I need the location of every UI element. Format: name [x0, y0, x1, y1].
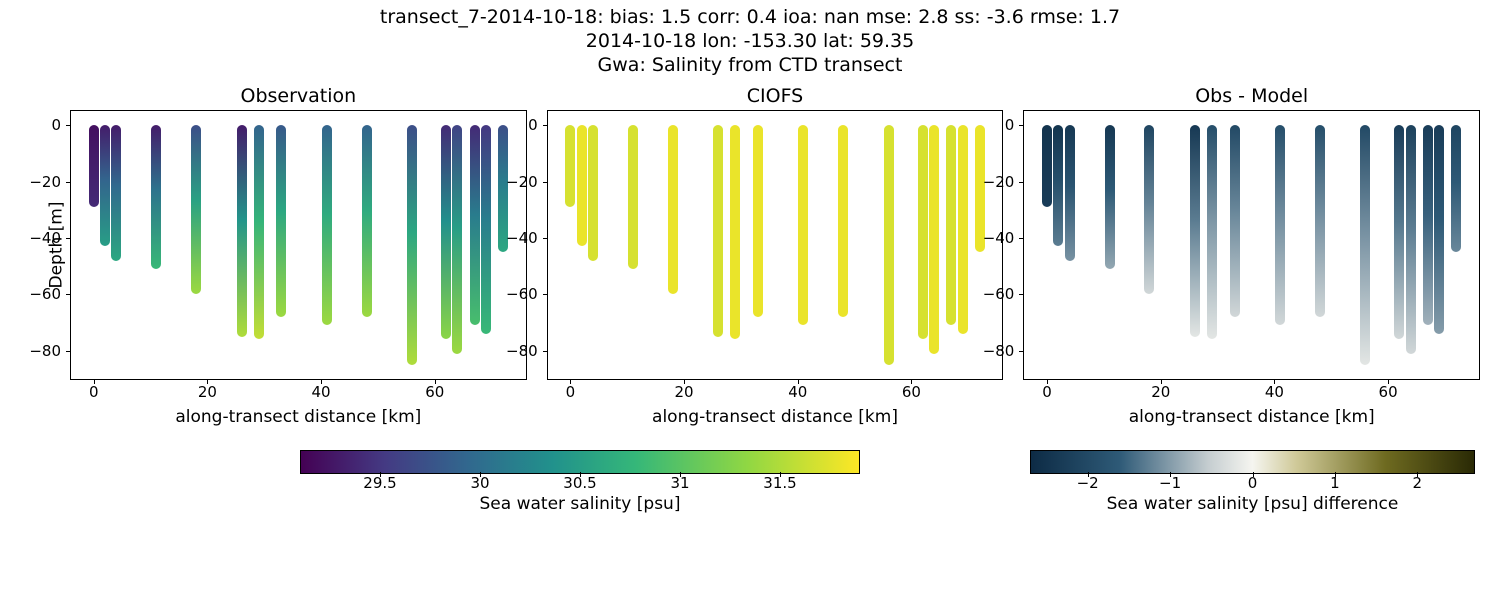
panel-title: Obs - Model [1024, 85, 1479, 107]
profile-cast [1394, 125, 1404, 339]
y-tick: −80 [29, 342, 61, 360]
panel-ciofs: CIOFSalong-transect distance [km]0204060… [547, 110, 1004, 380]
y-tick: −60 [506, 285, 538, 303]
profile-cast [628, 125, 638, 269]
y-tick: 0 [528, 116, 538, 134]
profile-cast [577, 125, 587, 246]
profile-cast [481, 125, 491, 334]
colorbar-diff: −2−1012Sea water salinity [psu] differen… [1030, 450, 1475, 530]
profile-cast [191, 125, 201, 294]
profile-cast [362, 125, 372, 317]
profile-cast [151, 125, 161, 269]
profile-cast [89, 125, 99, 207]
profile-cast [254, 125, 264, 339]
title-line-2: 2014-10-18 lon: -153.30 lat: 59.35 [0, 30, 1500, 52]
profile-cast [1053, 125, 1063, 246]
y-tick: −40 [29, 229, 61, 247]
profile-cast [730, 125, 740, 339]
profile-cast [1406, 125, 1416, 354]
x-tick: 40 [788, 383, 807, 401]
profile-cast [322, 125, 332, 325]
panel-title: Observation [71, 85, 526, 107]
figure: transect_7-2014-10-18: bias: 1.5 corr: 0… [0, 0, 1500, 600]
profile-cast [276, 125, 286, 317]
y-tick: 0 [51, 116, 61, 134]
x-tick: 60 [902, 383, 921, 401]
y-tick: −20 [29, 173, 61, 191]
profile-cast [929, 125, 939, 354]
x-tick: 0 [566, 383, 576, 401]
profile-cast [237, 125, 247, 337]
profile-cast [100, 125, 110, 246]
profile-cast [1144, 125, 1154, 294]
y-tick: −20 [506, 173, 538, 191]
y-tick: −20 [983, 173, 1015, 191]
profile-cast [407, 125, 417, 365]
profile-cast [668, 125, 678, 294]
x-axis-label: along-transect distance [km] [548, 407, 1003, 427]
profile-cast [1434, 125, 1444, 334]
colorbar-salinity: 29.53030.53131.5Sea water salinity [psu] [300, 450, 860, 530]
profile-cast [1451, 125, 1461, 252]
profile-cast [441, 125, 451, 339]
y-tick: −60 [983, 285, 1015, 303]
profile-cast [753, 125, 763, 317]
profile-cast [1190, 125, 1200, 337]
title-line-1: transect_7-2014-10-18: bias: 1.5 corr: 0… [0, 6, 1500, 28]
profile-cast [1315, 125, 1325, 317]
profile-cast [1423, 125, 1433, 325]
profile-cast [1360, 125, 1370, 365]
y-tick: −60 [29, 285, 61, 303]
colorbar-gradient [300, 450, 860, 474]
profile-cast [713, 125, 723, 337]
profile-cast [1207, 125, 1217, 339]
profile-cast [1065, 125, 1075, 260]
profile-cast [1042, 125, 1052, 207]
profile-cast [111, 125, 121, 260]
y-tick: −40 [506, 229, 538, 247]
x-tick: 60 [1379, 383, 1398, 401]
profile-cast [958, 125, 968, 334]
title-line-3: Gwa: Salinity from CTD transect [0, 54, 1500, 76]
profile-cast [1230, 125, 1240, 317]
profile-cast [1105, 125, 1115, 269]
y-tick: −80 [506, 342, 538, 360]
colorbar-label: Sea water salinity [psu] [300, 494, 860, 514]
x-axis-label: along-transect distance [km] [1024, 407, 1479, 427]
x-tick: 0 [89, 383, 99, 401]
x-tick: 60 [425, 383, 444, 401]
x-tick: 0 [1042, 383, 1052, 401]
x-axis-label: along-transect distance [km] [71, 407, 526, 427]
x-tick: 40 [312, 383, 331, 401]
profile-cast [838, 125, 848, 317]
profile-cast [588, 125, 598, 260]
panel-obs-model: Obs - Modelalong-transect distance [km]0… [1023, 110, 1480, 380]
y-tick: −80 [983, 342, 1015, 360]
profile-cast [946, 125, 956, 325]
x-tick: 20 [1151, 383, 1170, 401]
profile-cast [884, 125, 894, 365]
colorbar-label: Sea water salinity [psu] difference [1030, 494, 1475, 514]
profile-cast [470, 125, 480, 325]
panel-title: CIOFS [548, 85, 1003, 107]
profile-cast [1275, 125, 1285, 325]
x-tick: 20 [675, 383, 694, 401]
panel-row: ObservationDepth [m]along-transect dista… [70, 110, 1480, 380]
y-tick: −40 [983, 229, 1015, 247]
profile-cast [565, 125, 575, 207]
panel-observation: ObservationDepth [m]along-transect dista… [70, 110, 527, 380]
x-tick: 40 [1265, 383, 1284, 401]
profile-cast [798, 125, 808, 325]
colorbar-gradient [1030, 450, 1475, 474]
profile-cast [452, 125, 462, 354]
x-tick: 20 [198, 383, 217, 401]
y-tick: 0 [1005, 116, 1015, 134]
profile-cast [918, 125, 928, 339]
